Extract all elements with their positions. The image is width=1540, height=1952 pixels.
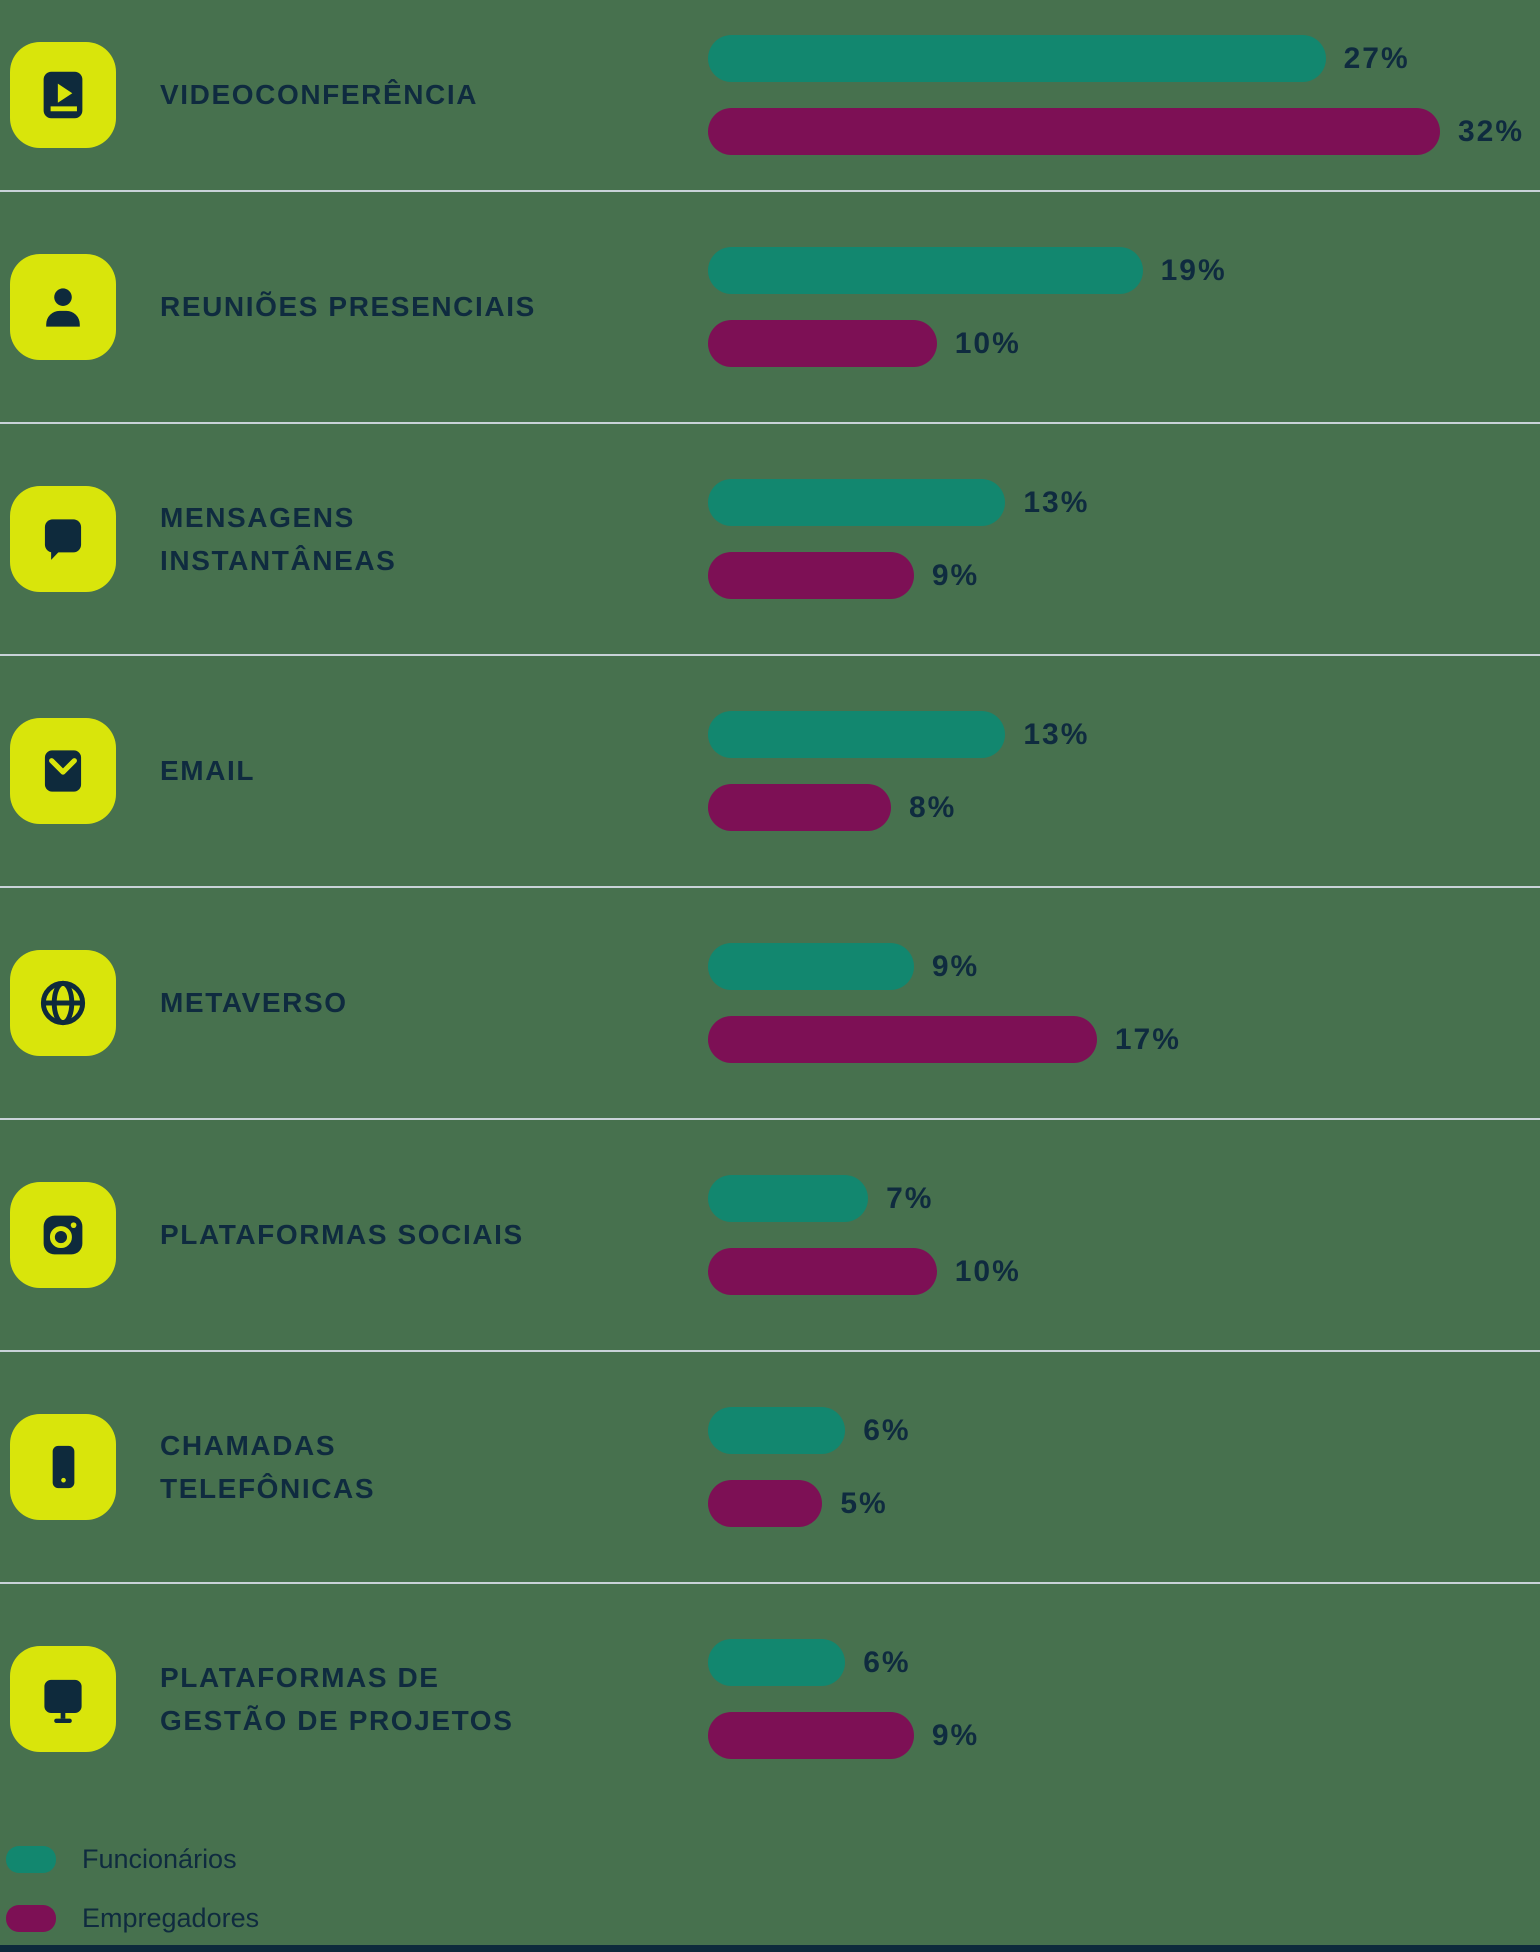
bar-funcionarios <box>708 711 1006 758</box>
bar-group: 13% 9% <box>708 479 1089 599</box>
bar-funcionarios <box>708 35 1326 82</box>
chart-row-metaverso: METAVERSO 9% 17% <box>0 886 1540 1118</box>
bottom-edge-bar <box>0 1945 1540 1952</box>
legend: Funcionários Empregadores <box>6 1844 1540 1934</box>
legend-label: Funcionários <box>82 1844 237 1874</box>
row-label: EMAIL <box>160 755 256 787</box>
chart-row-videoconferencia: VIDEOCONFERÊNCIA 27% 32% <box>0 0 1540 190</box>
chart-row-chamadas-telefonicas: CHAMADAS TELEFÔNICAS 6% 5% <box>0 1350 1540 1582</box>
bar-value-label: 6% <box>863 1413 911 1447</box>
bar-value-label: 6% <box>863 1645 911 1679</box>
bar-value-label: 9% <box>931 1718 980 1752</box>
bar-empregadores <box>708 1480 823 1527</box>
bar-group: 19% 10% <box>708 247 1227 367</box>
legend-swatch-funcionarios <box>6 1846 56 1873</box>
bar-empregadores <box>708 784 891 831</box>
row-label: METAVERSO <box>160 987 348 1019</box>
bar-value-label: 27% <box>1343 41 1410 75</box>
bar-value-label: 7% <box>886 1181 934 1215</box>
bar-funcionarios <box>708 1639 846 1686</box>
chart-row-mensagens-instantaneas: MENSAGENS INSTANTÂNEAS 13% 9% <box>0 422 1540 654</box>
monitor-icon <box>10 1646 116 1752</box>
bar-empregadores <box>708 552 914 599</box>
bar-group: 7% 10% <box>708 1175 1021 1295</box>
legend-swatch-empregadores <box>6 1905 56 1932</box>
bar-group: 6% 5% <box>708 1407 911 1527</box>
email-icon <box>10 718 116 824</box>
chart-row-plataformas-sociais: PLATAFORMAS SOCIAIS 7% 10% <box>0 1118 1540 1350</box>
bar-funcionarios <box>708 1175 869 1222</box>
bar-group: 27% 32% <box>708 35 1524 155</box>
row-label: VIDEOCONFERÊNCIA <box>160 79 479 111</box>
bar-group: 13% 8% <box>708 711 1089 831</box>
phone-icon <box>10 1414 116 1520</box>
bar-value-label: 9% <box>931 558 980 592</box>
bar-value-label: 8% <box>909 790 957 824</box>
bar-value-label: 19% <box>1160 253 1227 287</box>
bar-funcionarios <box>708 247 1143 294</box>
bar-empregadores <box>708 108 1440 155</box>
chart-row-reunioes-presenciais: REUNIÕES PRESENCIAIS 19% 10% <box>0 190 1540 422</box>
chart-row-gestao-de-projetos: PLATAFORMAS DE GESTÃO DE PROJETOS 6% 9% <box>0 1582 1540 1814</box>
bar-value-label: 17% <box>1114 1022 1181 1056</box>
bar-group: 6% 9% <box>708 1639 979 1759</box>
bar-funcionarios <box>708 479 1006 526</box>
person-icon <box>10 254 116 360</box>
row-label: PLATAFORMAS DE GESTÃO DE PROJETOS <box>160 1661 514 1736</box>
bar-value-label: 10% <box>954 326 1021 360</box>
bar-empregadores <box>708 1248 937 1295</box>
bar-value-label: 10% <box>954 1254 1021 1288</box>
bar-funcionarios <box>708 943 914 990</box>
row-label: MENSAGENS INSTANTÂNEAS <box>160 501 397 576</box>
bar-group: 9% 17% <box>708 943 1181 1063</box>
bar-value-label: 13% <box>1023 717 1090 751</box>
legend-item-empregadores: Empregadores <box>6 1903 1540 1934</box>
row-label: PLATAFORMAS SOCIAIS <box>160 1219 524 1251</box>
bar-value-label: 13% <box>1023 485 1090 519</box>
bar-funcionarios <box>708 1407 846 1454</box>
row-label: CHAMADAS TELEFÔNICAS <box>160 1429 376 1504</box>
bar-empregadores <box>708 320 937 367</box>
bar-value-label: 5% <box>840 1486 888 1520</box>
bar-empregadores <box>708 1016 1097 1063</box>
bar-empregadores <box>708 1712 914 1759</box>
row-label: REUNIÕES PRESENCIAIS <box>160 291 536 323</box>
chart-row-email: EMAIL 13% 8% <box>0 654 1540 886</box>
globe-icon <box>10 950 116 1056</box>
bar-value-label: 9% <box>931 949 980 983</box>
video-play-icon <box>10 42 116 148</box>
chat-bubble-icon <box>10 486 116 592</box>
bar-value-label: 32% <box>1458 114 1525 148</box>
camera-icon <box>10 1182 116 1288</box>
legend-label: Empregadores <box>82 1903 260 1933</box>
legend-item-funcionarios: Funcionários <box>6 1844 1540 1875</box>
